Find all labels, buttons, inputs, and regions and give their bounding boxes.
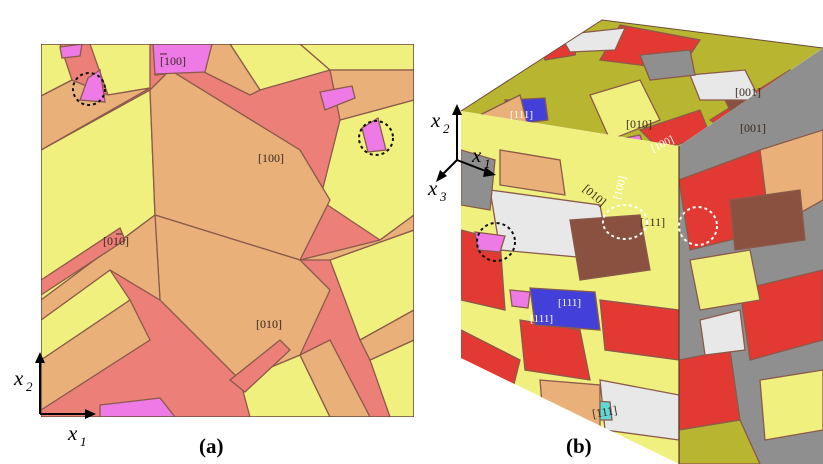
label-111-b: [111] [640,215,665,229]
label-0bar10-b: [010] [626,117,652,131]
label-0bar10-a: [010] [103,234,129,248]
axis-x3-b: x [427,176,438,200]
axis-x2-sub-b: 2 [443,121,450,136]
label-111d-b: [111] [591,403,618,421]
axis-x1-sub-a: 1 [80,434,87,449]
axis-x2-a: x [13,366,24,390]
label-100v-b: [100] [611,175,629,201]
axis-x1-b: x [471,143,482,167]
caption-a: (a) [199,434,224,458]
highlight-circle-a1 [72,72,106,106]
panel-a-microstructure [41,44,414,417]
highlight-circle-a2 [358,120,394,156]
label-001-b: [001] [735,85,761,99]
axis-x3-sub-b: 3 [439,189,447,204]
highlight-circle-b1 [476,222,516,262]
label-111b-b: [111] [530,313,553,325]
label-111bar-b: [111] [510,109,533,121]
cube-edge-top [460,19,823,112]
label-010-a: [010] [256,317,282,331]
highlight-circle-b2 [602,204,648,240]
label-111c-b: [111] [558,297,581,309]
highlight-circle-b3 [678,206,718,246]
label-001bar-b: [001] [740,121,766,135]
axis-x2-sub-a: 2 [26,379,33,394]
axes-a [35,352,96,419]
caption-b: (b) [566,434,592,458]
cube-right-face [679,48,823,464]
axis-x1-a: x [67,421,78,445]
label-bar100-a: [100] [160,54,186,68]
axes-b [436,104,496,182]
label-100-a: [100] [258,151,284,165]
axis-x1-sub-b: 1 [484,156,491,171]
axis-x2-b: x [430,108,441,132]
cube-left-face [461,111,679,464]
